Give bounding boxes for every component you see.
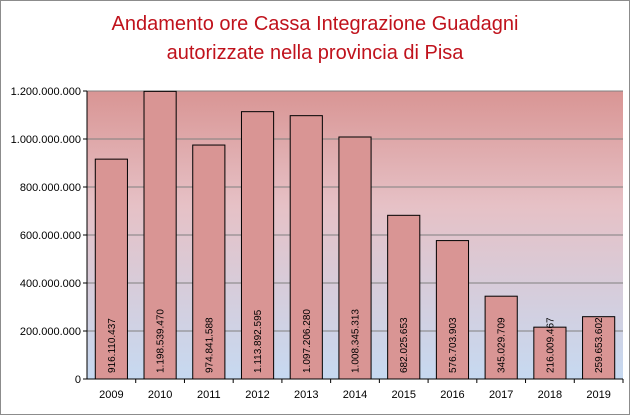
y-tick-label: 400.000.000 (20, 278, 81, 290)
data-label: 345.029.709 (497, 317, 508, 373)
x-tick-label: 2014 (343, 389, 367, 401)
x-tick-label: 2013 (294, 389, 318, 401)
bar-2011 (192, 144, 226, 380)
data-label: 216.009.467 (545, 317, 556, 373)
y-axis-ticks: 0 200.000.000 400.000.000 600.000.000 800.00… (11, 86, 87, 386)
x-tick-label: 2010 (148, 389, 172, 401)
x-tick-label: 2017 (489, 389, 513, 401)
x-tick-label: 2009 (99, 389, 123, 401)
chart-title: Andamento ore Cassa Integrazione Guadagn… (0, 10, 630, 68)
x-tick-label: 2011 (197, 389, 221, 401)
bar-2010 (143, 90, 177, 380)
data-label: 1.198.539.470 (156, 309, 167, 373)
x-tick-label: 2019 (586, 389, 610, 401)
y-tick-label: 200.000.000 (20, 326, 81, 338)
data-label: 1.008.345.313 (351, 309, 362, 373)
data-label: 682.025.653 (399, 317, 410, 373)
data-label: 1.097.206.280 (302, 309, 313, 373)
data-label: 974.841.588 (204, 317, 215, 373)
y-tick-label: 1.000.000.000 (11, 134, 81, 146)
y-tick-label: 600.000.000 (20, 230, 81, 242)
x-tick-label: 2015 (391, 389, 415, 401)
bars (94, 90, 616, 380)
x-tick-label: 2012 (245, 389, 269, 401)
bar-2009 (94, 158, 128, 380)
bar-2013 (289, 115, 323, 380)
bar-2012 (240, 111, 275, 380)
data-labels: 916.110.437 1.198.539.470 974.841.588 1.113… (107, 309, 605, 373)
bar-2017 (484, 295, 518, 380)
data-label: 1.113.892.595 (253, 309, 264, 373)
y-tick-label: 800.000.000 (20, 182, 81, 194)
chart-title-line-2: autorizzate nella provincia di Pisa (166, 42, 464, 64)
bar-2014 (338, 136, 372, 380)
x-tick-label: 2016 (440, 389, 464, 401)
data-label: 576.703.903 (448, 317, 459, 373)
x-axis-ticks: 2009 2010 2011 2012 2013 2014 2015 2016 2017 2018… (99, 379, 624, 401)
y-tick-label: 0 (75, 374, 81, 386)
data-label: 259.653.602 (594, 317, 605, 373)
chart-title-line-1: Andamento ore Cassa Integrazione Guadagn… (111, 13, 519, 35)
x-tick-label: 2018 (538, 389, 562, 401)
bar-2016 (435, 240, 470, 380)
data-label: 916.110.437 (107, 318, 118, 373)
y-tick-label: 1.200.000.000 (11, 86, 81, 98)
